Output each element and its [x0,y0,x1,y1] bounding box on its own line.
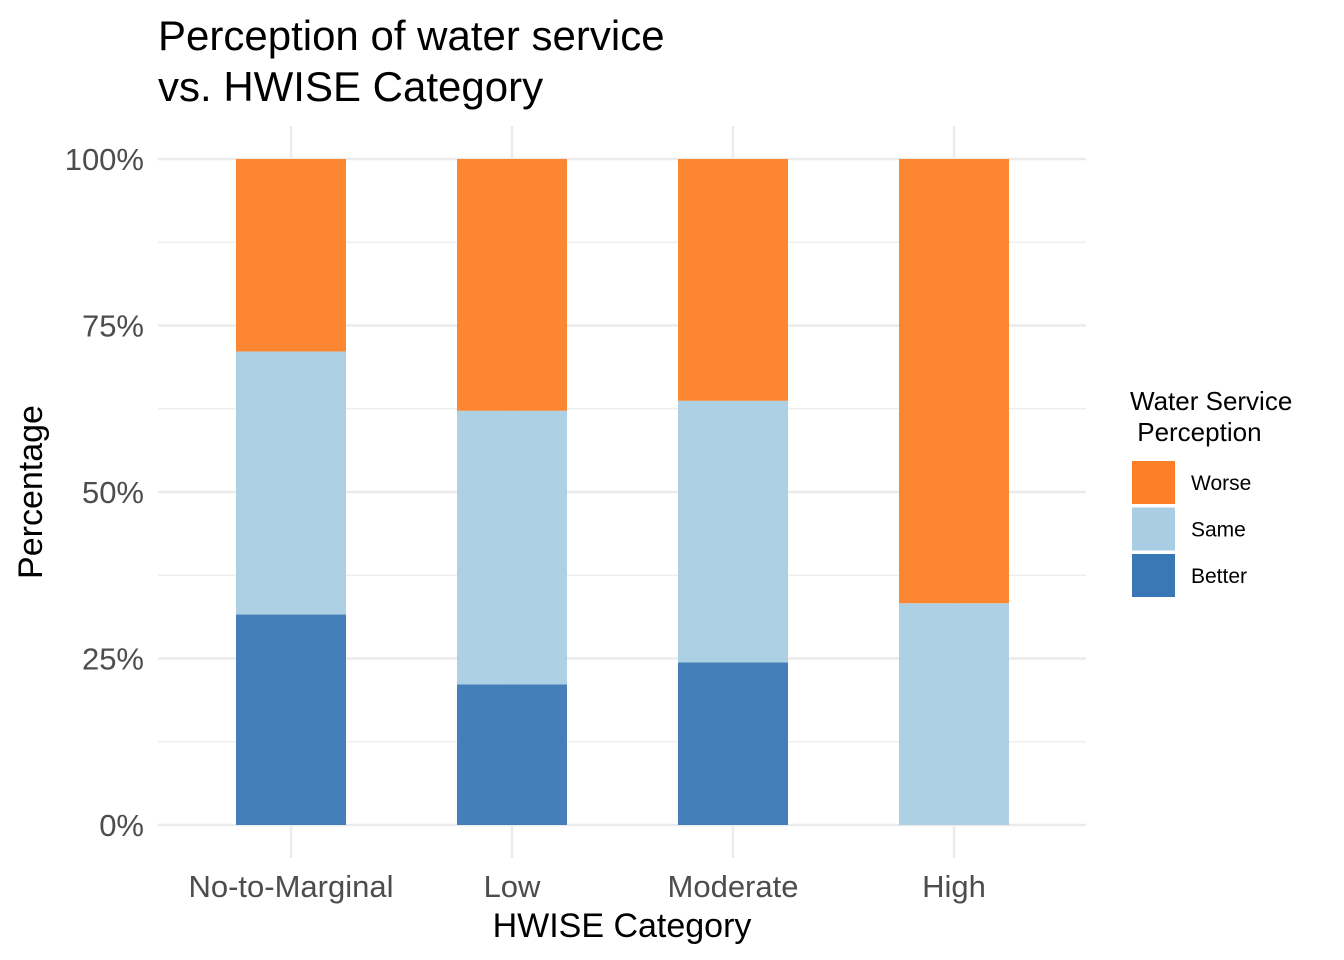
x-axis-title: HWISE Category [493,907,752,945]
y-axis-title: Percentage [12,405,50,579]
legend-label-worse: Worse [1191,472,1251,495]
legend-swatch-same [1132,507,1175,551]
y-tick-label: 0% [99,808,144,843]
bar-same-low [457,410,567,685]
bar-worse-moderate [678,159,788,401]
chart-title-line-2: vs. HWISE Category [158,63,543,110]
bar-better-moderate [678,662,788,825]
bars [236,159,1009,825]
legend-label-better: Better [1191,565,1247,588]
bar-better-low [457,684,567,825]
y-tick-label: 25% [82,642,144,677]
bar-worse-high [899,159,1009,604]
legend: Water Service Perception Worse Same Better [1130,386,1292,597]
bar-worse-low [457,159,567,411]
y-tick-label: 75% [82,309,144,344]
y-tick-label: 100% [65,142,144,177]
bar-better-no-to-marginal [236,614,346,825]
legend-swatch-better [1132,554,1175,597]
x-tick-label: No-to-Marginal [188,869,393,904]
y-tick-labels: 0% 25% 50% 75% 100% [65,142,144,843]
chart-title-line-1: Perception of water service [158,12,665,59]
x-tick-label: High [922,869,986,904]
bar-same-moderate [678,400,788,663]
x-tick-label: Low [484,869,541,904]
bar-same-no-to-marginal [236,351,346,615]
legend-title-line-2: Perception [1130,417,1262,447]
legend-swatch-worse [1132,461,1175,504]
x-tick-label: Moderate [668,869,799,904]
y-tick-label: 50% [82,475,144,510]
bar-same-high [899,603,1009,825]
legend-label-same: Same [1191,519,1246,542]
x-tick-labels: No-to-Marginal Low Moderate High [188,869,985,904]
legend-title-line-1: Water Service [1130,386,1292,416]
bar-worse-no-to-marginal [236,159,346,352]
